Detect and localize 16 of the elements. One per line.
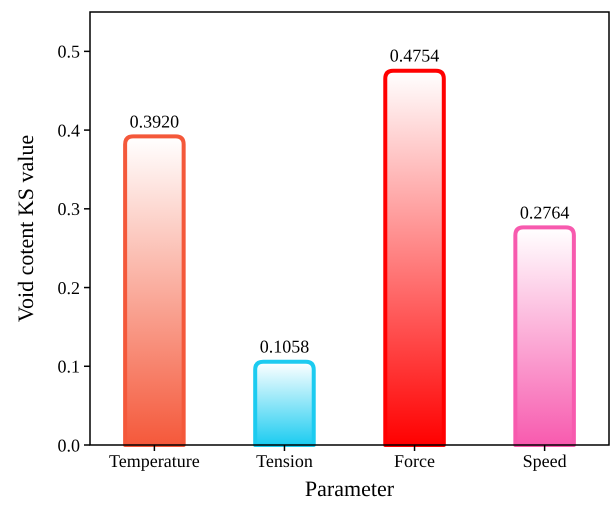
x-axis-title: Parameter [304,476,395,501]
y-axis-title: Void cotent KS value [13,134,38,322]
y-tick-label: 0.0 [58,435,80,456]
data-label: 0.3920 [130,111,180,132]
data-label: 0.2764 [520,202,570,222]
data-label: 0.4754 [390,46,440,66]
x-tick-label: Temperature [109,451,200,471]
x-tick-label: Force [394,451,436,471]
y-tick-label: 0.5 [58,42,80,62]
y-tick-label: 0.1 [58,356,80,377]
x-tick-label: Tension [256,451,313,471]
data-label: 0.1058 [260,336,310,357]
y-tick-label: 0.2 [58,278,80,298]
y-tick-label: 0.4 [58,120,80,140]
y-tick-label: 0.3 [58,199,80,220]
x-tick-label: Speed [522,451,567,471]
